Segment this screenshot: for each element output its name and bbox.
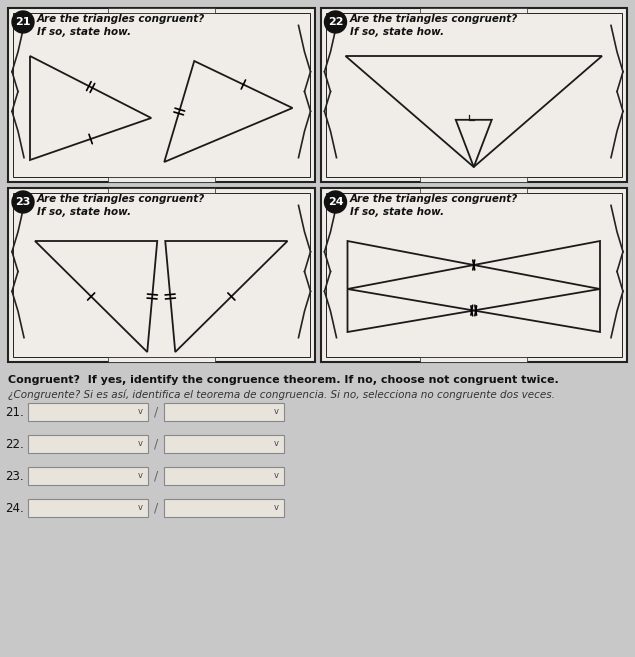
Bar xyxy=(321,188,627,362)
Text: 21: 21 xyxy=(15,17,30,27)
Text: Are the triangles congruent?: Are the triangles congruent? xyxy=(349,194,518,204)
Text: /: / xyxy=(154,470,158,482)
Text: If so, state how.: If so, state how. xyxy=(349,207,444,217)
Text: v: v xyxy=(274,407,279,417)
Text: Are the triangles congruent?: Are the triangles congruent? xyxy=(37,14,205,24)
Text: 22.: 22. xyxy=(5,438,23,451)
Bar xyxy=(321,8,627,182)
Text: /: / xyxy=(154,438,158,451)
Text: /: / xyxy=(154,501,158,514)
Bar xyxy=(164,467,284,485)
Text: v: v xyxy=(138,440,142,449)
Bar xyxy=(13,13,309,177)
Text: v: v xyxy=(138,407,142,417)
Bar xyxy=(28,403,148,421)
Text: v: v xyxy=(274,472,279,480)
Text: 23: 23 xyxy=(15,197,30,207)
Circle shape xyxy=(324,11,347,33)
Text: Congruent?  If yes, identify the congruence theorem. If no, choose not congruent: Congruent? If yes, identify the congruen… xyxy=(8,375,559,385)
Text: Are the triangles congruent?: Are the triangles congruent? xyxy=(349,14,518,24)
Bar xyxy=(420,8,528,13)
Bar xyxy=(28,499,148,517)
Text: v: v xyxy=(138,503,142,512)
Bar xyxy=(164,403,284,421)
Bar xyxy=(107,188,215,193)
Bar xyxy=(164,435,284,453)
Text: ¿Congruente? Si es así, identifica el teorema de congruencia. Si no, selecciona : ¿Congruente? Si es así, identifica el te… xyxy=(8,390,555,401)
Text: 21.: 21. xyxy=(5,405,23,419)
Bar xyxy=(28,435,148,453)
Text: /: / xyxy=(154,405,158,419)
Bar xyxy=(8,188,314,362)
Circle shape xyxy=(324,191,347,213)
Bar xyxy=(8,8,314,182)
Bar xyxy=(420,177,528,182)
Bar xyxy=(28,467,148,485)
Text: v: v xyxy=(274,503,279,512)
Bar xyxy=(326,193,622,357)
Text: If so, state how.: If so, state how. xyxy=(37,27,131,37)
Bar xyxy=(13,193,309,357)
Bar xyxy=(107,8,215,13)
Text: If so, state how.: If so, state how. xyxy=(37,207,131,217)
Text: If so, state how.: If so, state how. xyxy=(349,27,444,37)
Bar xyxy=(420,188,528,193)
Circle shape xyxy=(12,191,34,213)
Circle shape xyxy=(12,11,34,33)
Bar xyxy=(107,357,215,362)
Text: 24.: 24. xyxy=(5,501,23,514)
Bar xyxy=(164,499,284,517)
Text: 23.: 23. xyxy=(5,470,23,482)
Text: 24: 24 xyxy=(328,197,344,207)
Bar xyxy=(107,177,215,182)
Text: Are the triangles congruent?: Are the triangles congruent? xyxy=(37,194,205,204)
Bar xyxy=(420,357,528,362)
Text: v: v xyxy=(138,472,142,480)
Text: 22: 22 xyxy=(328,17,344,27)
Bar xyxy=(326,13,622,177)
Text: v: v xyxy=(274,440,279,449)
